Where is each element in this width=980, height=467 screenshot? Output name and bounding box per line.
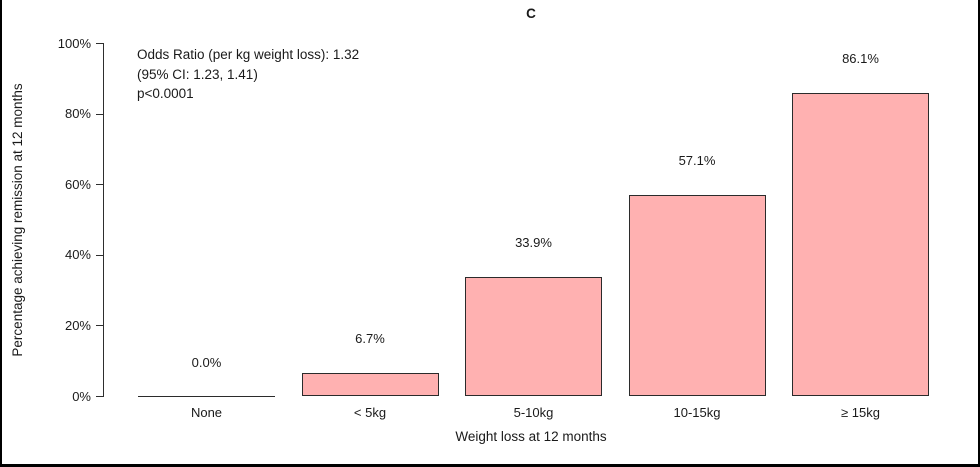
y-axis-title: Percentage achieving remission at 12 mon… <box>10 83 25 357</box>
y-axis-line <box>103 43 104 397</box>
y-axis-tick <box>96 43 103 44</box>
y-axis-tick-label: 80% <box>64 106 91 122</box>
bar <box>792 92 929 397</box>
bar-value-label: 6.7% <box>355 330 385 346</box>
x-category-label: 10-15kg <box>673 405 721 420</box>
bar-value-label: 86.1% <box>842 50 879 66</box>
annotation-confidence-interval: (95% CI: 1.23, 1.41) <box>137 66 258 82</box>
stats-annotation: Odds Ratio (per kg weight loss): 1.32 (9… <box>137 45 359 104</box>
y-axis-tick-label: 60% <box>64 176 91 192</box>
x-category-label: ≥ 15kg <box>841 405 880 420</box>
x-category-label: < 5kg <box>353 405 387 420</box>
x-axis-title: Weight loss at 12 months <box>455 429 607 444</box>
bar-value-label: 33.9% <box>515 234 552 250</box>
y-axis-tick <box>96 396 103 397</box>
y-axis-tick-label: 20% <box>64 317 91 333</box>
y-axis-tick <box>96 254 103 256</box>
y-axis-tick-label: 40% <box>64 247 91 263</box>
y-axis-tick-label: 0% <box>72 388 91 404</box>
bar <box>628 194 766 397</box>
x-category-label: 5-10kg <box>513 405 554 420</box>
bar-value-label: 0.0% <box>191 354 222 370</box>
bar <box>301 372 439 397</box>
annotation-odds-ratio: Odds Ratio (per kg weight loss): 1.32 <box>137 47 360 62</box>
bar <box>138 395 275 397</box>
y-axis-tick <box>96 184 103 186</box>
x-category-label: None <box>190 405 223 420</box>
y-axis-tick <box>96 113 103 115</box>
bar-value-label: 57.1% <box>678 152 716 168</box>
bar <box>465 276 602 397</box>
annotation-p-value: p<0.0001 <box>137 86 194 101</box>
y-axis-tick <box>96 325 103 327</box>
y-axis-tick-label: 100% <box>57 35 91 51</box>
chart-title: C <box>526 6 536 21</box>
